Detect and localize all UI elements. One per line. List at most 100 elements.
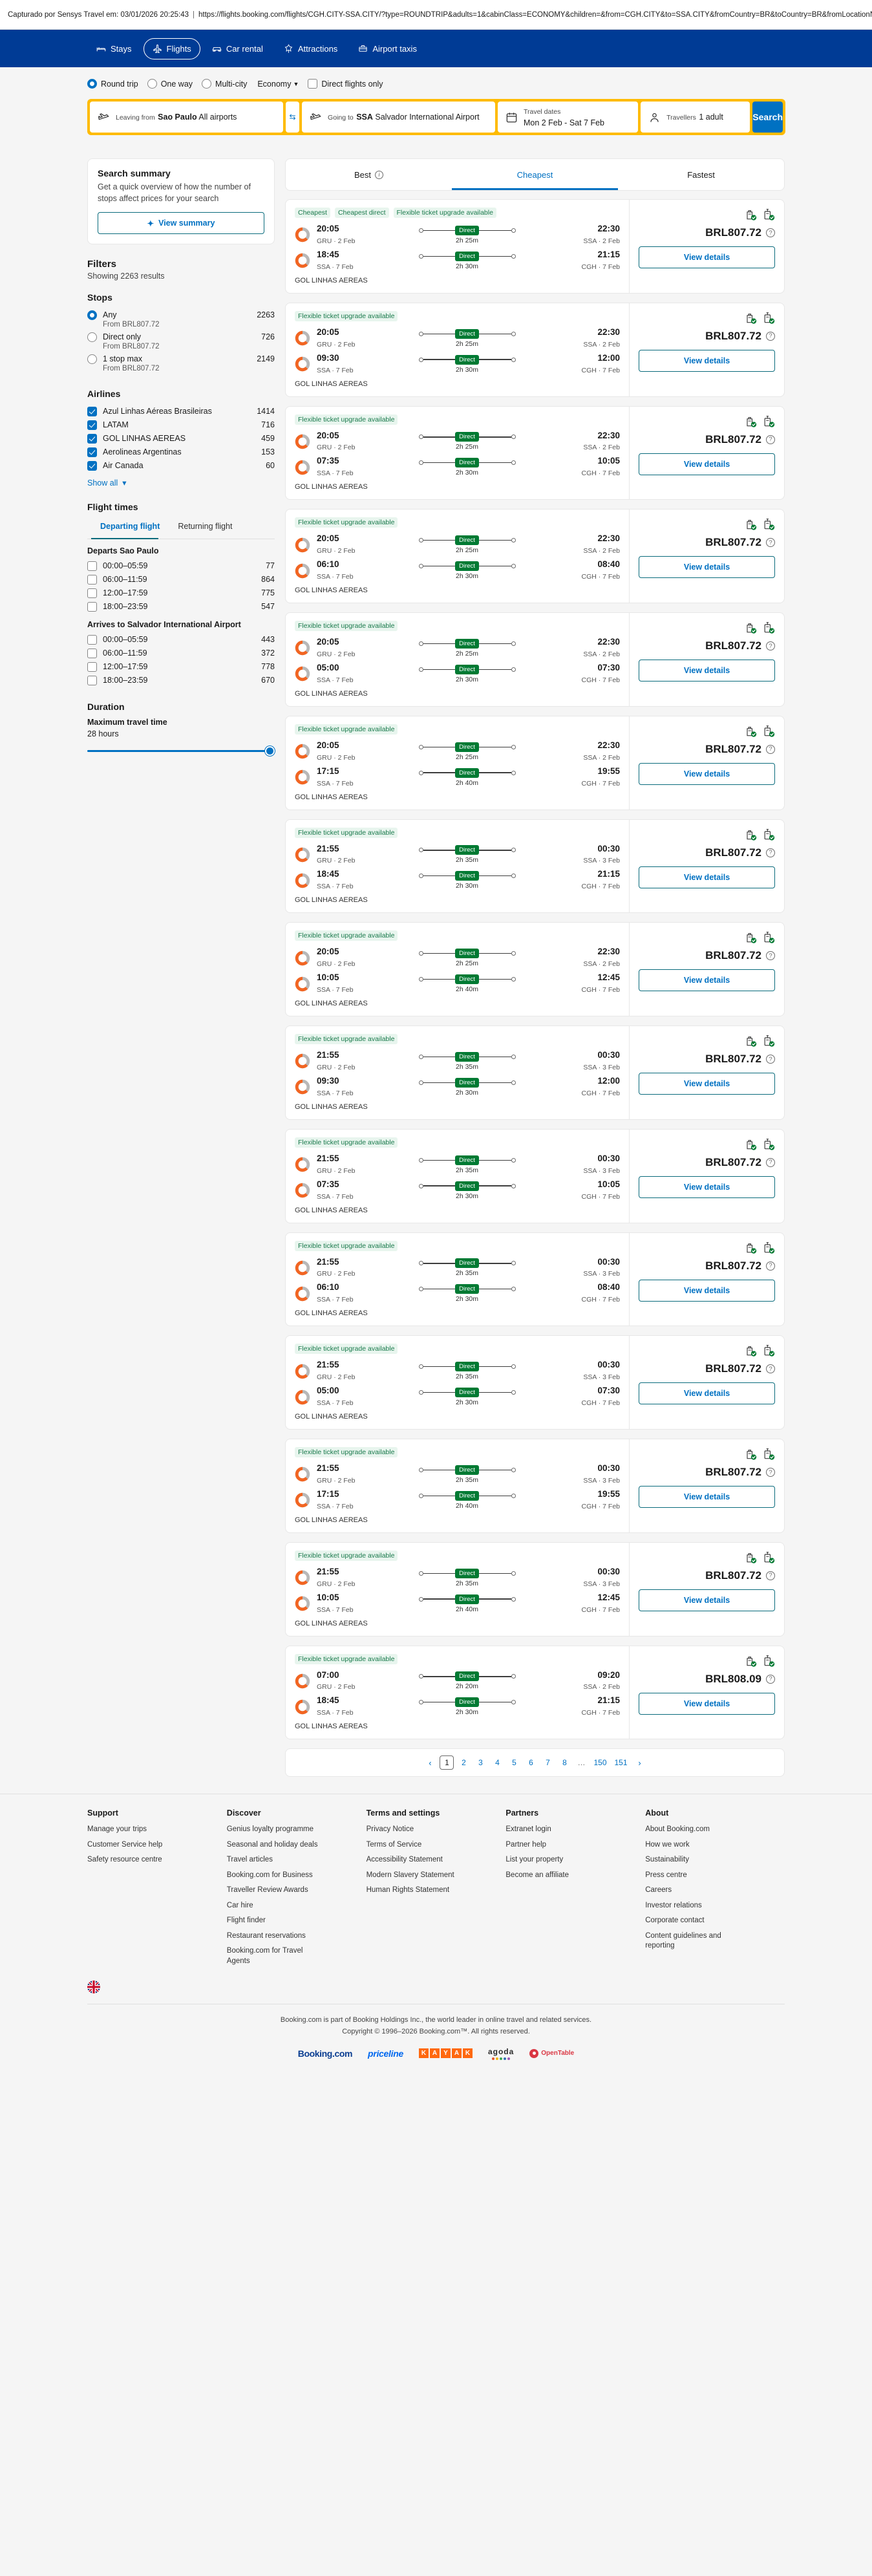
arrival-time-filter-option[interactable]: 12:00–17:59 778 [87,660,275,674]
airline-filter-option[interactable]: Aerolineas Argentinas 153 [87,445,275,459]
view-details-button[interactable]: View details [639,866,775,888]
pagination-prev-button[interactable]: ‹ [429,1757,432,1768]
footer-link[interactable]: Booking.com for Business [226,1871,313,1879]
nav-item-flights[interactable]: Flights [143,38,200,59]
radio-stops-filter-option[interactable] [87,354,97,364]
nav-item-attractions[interactable]: Attractions [275,38,346,59]
flight-result-card[interactable]: Flexible ticket upgrade available 21:55 GR… [285,1541,785,1637]
origin-field[interactable]: Leaving from Sao Paulo All airports [90,102,283,133]
view-details-button[interactable]: View details [639,556,775,579]
radio-stops-filter-option[interactable] [87,310,97,320]
checkbox-arrival-time-filter-option[interactable] [87,662,97,672]
footer-link[interactable]: Corporate contact [645,1916,705,1925]
booking-com-logo[interactable]: Booking.com [297,2048,353,2059]
radio-stops-filter-option[interactable] [87,332,97,342]
footer-link[interactable]: Press centre [645,1871,687,1879]
arrival-time-filter-option[interactable]: 00:00–05:59 443 [87,633,275,647]
checkbox-airline-filter-option[interactable] [87,434,97,444]
trip-option-round-trip[interactable]: Round trip [87,79,138,89]
cabin-class-select[interactable]: Economy ▼ [257,80,299,89]
flight-result-card[interactable]: Flexible ticket upgrade available 21:55 GR… [285,1439,785,1533]
priceline-logo[interactable]: priceline [368,2048,403,2059]
price-info-icon[interactable]: ? [766,1468,775,1477]
flight-result-card[interactable]: Flexible ticket upgrade available 21:55 GR… [285,1025,785,1120]
view-details-button[interactable]: View details [639,969,775,992]
info-icon[interactable]: i [375,170,383,179]
airline-filter-option[interactable]: Azul Linhas Aéreas Brasileiras 1414 [87,405,275,418]
price-info-icon[interactable]: ? [766,331,775,341]
pagination-page-8[interactable]: 8 [562,1758,567,1768]
footer-link[interactable]: Customer Service help [87,1840,163,1849]
departure-time-filter-option[interactable]: 06:00–11:59 864 [87,573,275,586]
direct-flights-only-option[interactable]: Direct flights only [308,79,383,89]
footer-link[interactable]: Travel articles [226,1856,273,1864]
footer-link[interactable]: Restaurant reservations [226,1931,306,1940]
flight-result-card[interactable]: Flexible ticket upgrade available 20:05 GR… [285,715,785,810]
footer-link[interactable]: Modern Slavery Statement [366,1871,454,1879]
footer-link[interactable]: Car hire [226,1901,253,1909]
view-details-button[interactable]: View details [639,453,775,475]
checkbox-airline-filter-option[interactable] [87,420,97,430]
price-info-icon[interactable]: ? [766,848,775,857]
price-info-icon[interactable]: ? [766,1261,775,1271]
radio-multi-city[interactable] [202,79,212,89]
view-details-button[interactable]: View details [639,660,775,682]
flight-result-card[interactable]: Flexible ticket upgrade available 21:55 GR… [285,819,785,914]
footer-link[interactable]: How we work [645,1840,690,1849]
footer-link[interactable]: List your property [505,1856,564,1864]
stops-filter-option[interactable]: 1 stop max From BRL807.72 2149 [87,352,275,374]
view-details-button[interactable]: View details [639,1279,775,1302]
duration-slider-handle[interactable] [265,746,275,756]
show-all-airlines-button[interactable]: Show all ▾ [87,478,275,488]
swap-airports-button[interactable]: ⇆ [285,102,300,133]
price-info-icon[interactable]: ? [766,435,775,444]
airline-filter-option[interactable]: LATAM 716 [87,418,275,432]
checkbox-airline-filter-option[interactable] [87,407,97,416]
pagination-page-1[interactable]: 1 [440,1755,454,1770]
footer-link[interactable]: Traveller Review Awards [226,1886,308,1894]
checkbox-arrival-time-filter-option[interactable] [87,649,97,658]
view-details-button[interactable]: View details [639,1073,775,1095]
sort-tab-best[interactable]: Best i [286,159,452,190]
nav-item-stays[interactable]: Stays [87,38,141,59]
checkbox-arrival-time-filter-option[interactable] [87,635,97,645]
sort-tab-cheapest[interactable]: Cheapest [452,159,618,190]
pagination-page-4[interactable]: 4 [495,1758,500,1768]
departure-time-filter-option[interactable]: 18:00–23:59 547 [87,600,275,614]
view-summary-button[interactable]: ✦ View summary [98,212,264,234]
stops-filter-option[interactable]: Direct only From BRL807.72 726 [87,330,275,352]
radio-round-trip[interactable] [87,79,97,89]
trip-option-one-way[interactable]: One way [147,79,193,89]
price-info-icon[interactable]: ? [766,1674,775,1684]
footer-link[interactable]: Extranet login [505,1825,551,1834]
footer-link[interactable]: Booking.com for Travel Agents [226,1947,303,1965]
flight-result-card[interactable]: Flexible ticket upgrade available 21:55 GR… [285,1335,785,1430]
price-info-icon[interactable]: ? [766,641,775,650]
footer-link[interactable]: Flight finder [226,1916,266,1925]
price-info-icon[interactable]: ? [766,951,775,961]
travellers-field[interactable]: Travellers 1 adult [641,102,750,133]
footer-link[interactable]: Partner help [505,1840,547,1849]
footer-link[interactable]: Safety resource centre [87,1856,162,1864]
airline-filter-option[interactable]: Air Canada 60 [87,459,275,473]
flight-result-card[interactable]: Flexible ticket upgrade available 21:55 GR… [285,1128,785,1223]
flight-result-card[interactable]: Cheapest Cheapest direct Flexible ticket u… [285,199,785,294]
checkbox-direct-flights-only[interactable] [308,79,318,89]
footer-link[interactable]: Privacy Notice [366,1825,414,1834]
destination-field[interactable]: Going to SSA Salvador International Airp… [302,102,495,133]
flight-result-card[interactable]: Flexible ticket upgrade available 20:05 GR… [285,612,785,707]
travel-dates-field[interactable]: Travel dates Mon 2 Feb - Sat 7 Feb [497,102,639,133]
view-details-button[interactable]: View details [639,1486,775,1508]
checkbox-airline-filter-option[interactable] [87,461,97,471]
footer-link[interactable]: Seasonal and holiday deals [226,1840,318,1849]
flight-result-card[interactable]: Flexible ticket upgrade available 20:05 GR… [285,922,785,1016]
radio-one-way[interactable] [147,79,157,89]
arrival-time-filter-option[interactable]: 06:00–11:59 372 [87,647,275,660]
price-info-icon[interactable]: ? [766,538,775,548]
checkbox-departure-time-filter-option[interactable] [87,588,97,598]
stops-filter-option[interactable]: Any From BRL807.72 2263 [87,308,275,330]
view-details-button[interactable]: View details [639,1589,775,1611]
flight-result-card[interactable]: Flexible ticket upgrade available 20:05 GR… [285,405,785,500]
footer-link[interactable]: Accessibility Statement [366,1856,443,1864]
